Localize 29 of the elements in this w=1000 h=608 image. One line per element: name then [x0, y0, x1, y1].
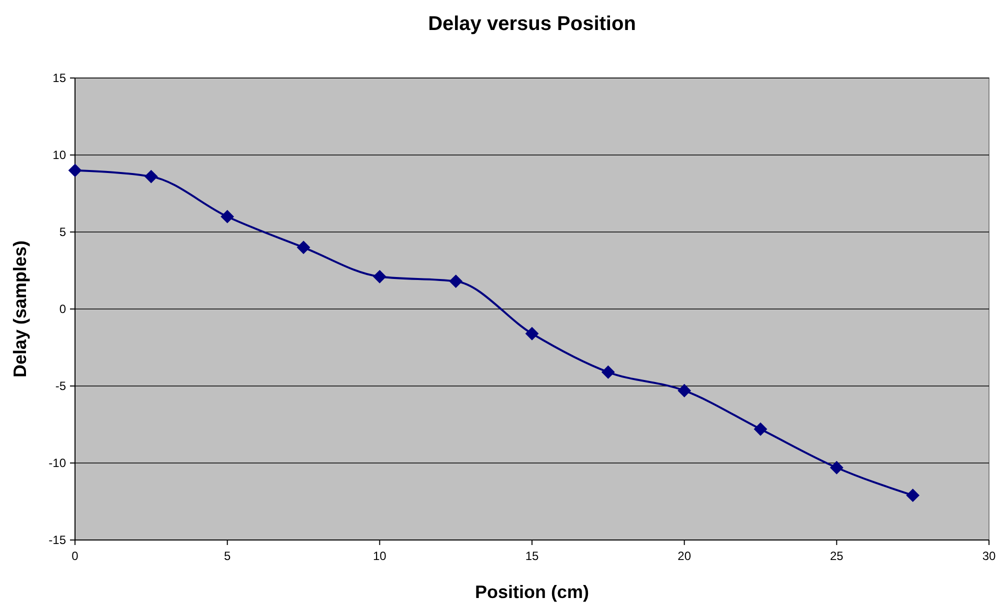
point — [754, 422, 767, 436]
point — [68, 164, 82, 177]
point — [220, 210, 234, 224]
chart-title: Delay versus Position — [428, 13, 636, 35]
point — [373, 270, 386, 284]
point — [906, 488, 920, 502]
x-tick-label: 10 — [372, 549, 387, 563]
y-tick-label: -5 — [55, 379, 66, 394]
y-tick-label: 15 — [52, 71, 66, 86]
x-tick-label: 25 — [830, 549, 844, 563]
y-tick-label: -10 — [48, 456, 66, 470]
y-axis-title: Delay (samples) — [10, 240, 30, 378]
x-tick-label: 30 — [982, 549, 996, 563]
point — [144, 170, 158, 184]
y-tick-label: 10 — [52, 148, 66, 162]
x-tick-label: 5 — [224, 549, 231, 563]
x-tick-label: 15 — [525, 549, 539, 563]
point — [449, 274, 462, 288]
point — [678, 384, 691, 398]
y-tick-label: -15 — [48, 533, 66, 548]
point — [297, 240, 310, 254]
point — [526, 327, 538, 340]
y-tick-label: 5 — [59, 225, 66, 240]
x-tick-label: 20 — [678, 549, 692, 563]
point — [602, 366, 615, 379]
x-axis-title: Position (cm) — [474, 582, 590, 602]
x-tick-label: 0 — [72, 549, 79, 563]
point — [830, 461, 844, 474]
y-tick-label: 0 — [59, 302, 66, 316]
